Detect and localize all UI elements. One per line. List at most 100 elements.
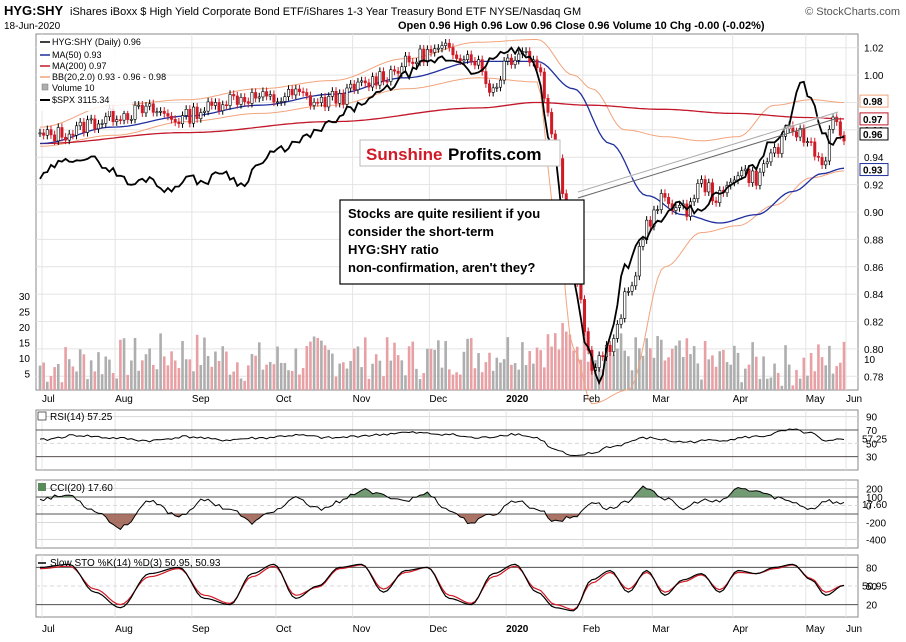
price-candle-body: [820, 157, 824, 166]
volume-bar: [203, 337, 206, 390]
price-candle-body: [38, 132, 42, 135]
rsi-label: RSI(14) 57.25: [37, 411, 113, 423]
volume-bar: [667, 357, 670, 390]
price-candle-body: [692, 198, 696, 203]
volume-bar: [82, 354, 86, 390]
price-candle-body: [539, 67, 543, 73]
volume-bar: [393, 342, 396, 390]
price-candle-body: [480, 59, 484, 72]
x-tick-label: Feb: [583, 394, 601, 405]
volume-bar: [707, 359, 711, 390]
volume-bar: [638, 348, 641, 390]
volume-bar: [798, 378, 802, 390]
volume-bar: [564, 331, 568, 390]
spx-series: [39, 46, 845, 386]
volume-bar: [649, 348, 652, 390]
volume-bar: [809, 353, 813, 390]
price-candle-body: [78, 121, 82, 127]
volume-bar: [93, 371, 97, 390]
volume-bar: [272, 364, 276, 390]
volume-bar: [510, 364, 513, 390]
volume-bar: [627, 356, 630, 390]
x-tick-label: 2020: [506, 394, 529, 405]
price-candle-body: [93, 118, 97, 130]
price-candle-body: [550, 112, 554, 135]
x-tick-label: Sep: [192, 394, 210, 405]
price-candle-body: [319, 96, 323, 103]
volume-bar: [813, 371, 817, 390]
indicator-tick-label: 90: [866, 413, 878, 424]
volume-bar: [477, 353, 480, 390]
price-candle-body: [765, 161, 769, 165]
volume-bar: [151, 364, 155, 390]
volume-bar: [528, 351, 532, 390]
price-candle-body: [323, 96, 327, 108]
volume-bar: [71, 366, 75, 390]
price-candle-body: [509, 57, 513, 65]
price-candle-body: [663, 193, 667, 198]
price-candle-body: [181, 115, 185, 125]
price-candle-body: [754, 170, 758, 186]
volume-bar: [696, 363, 700, 390]
price-candle-body: [243, 97, 247, 102]
volume-bar: [342, 362, 345, 390]
price-candle-body: [444, 42, 448, 46]
volume-bar: [692, 346, 696, 390]
price-candle-body: [798, 128, 802, 138]
volume-bar: [268, 361, 272, 390]
price-candle-body: [780, 135, 784, 154]
volume-bar: [327, 349, 331, 390]
price-candle-body: [630, 285, 634, 292]
price-candle-body: [177, 121, 181, 125]
volume-bar: [214, 351, 217, 390]
price-candle-body: [232, 94, 236, 97]
x-tick-label: Dec: [429, 394, 447, 405]
x-tick-label-bottom: Jun: [846, 624, 862, 635]
volume-bar: [334, 376, 338, 390]
price-tick-label: 0.94: [864, 153, 884, 164]
price-candle-body: [151, 103, 155, 113]
volume-bar: [400, 360, 404, 390]
volume-bar: [356, 346, 360, 390]
volume-bar: [290, 370, 294, 390]
volume-bar: [791, 385, 795, 390]
volume-bar: [323, 345, 327, 390]
price-candle-body: [491, 87, 495, 93]
price-candle-body: [542, 71, 546, 99]
volume-bar: [572, 350, 575, 390]
price-candle-body: [586, 331, 590, 351]
price-candle-body: [396, 70, 400, 74]
volume-bar: [159, 333, 162, 390]
price-candle-body: [184, 109, 188, 116]
volume-bar: [762, 356, 765, 390]
volume-bar: [729, 364, 733, 390]
volume-bar: [221, 346, 225, 390]
price-value-label: 0.97: [863, 115, 883, 126]
volume-bar: [612, 355, 616, 390]
volume-bar: [656, 335, 659, 390]
price-candle-body: [429, 49, 433, 53]
price-candle-body: [345, 87, 349, 105]
volume-bar: [663, 360, 667, 390]
volume-bar: [513, 363, 517, 390]
volume-bar: [276, 346, 279, 390]
volume-bar: [579, 359, 583, 390]
volume-bar: [130, 360, 133, 390]
volume-bar: [396, 355, 400, 390]
volume-bar: [46, 381, 49, 390]
volume-bar: [740, 382, 743, 390]
volume-bar: [568, 334, 572, 390]
price-candle-body: [813, 141, 817, 157]
bb-lower-line: [39, 77, 845, 405]
price-tick-label: 1.02: [864, 44, 884, 55]
indicator-tick-label: 50: [866, 582, 878, 593]
price-candle-body: [159, 110, 163, 113]
price-tick-label: 0.80: [864, 345, 884, 356]
price-candle-body: [210, 101, 214, 106]
svg-text:HYG:SHY (Daily) 0.96: HYG:SHY (Daily) 0.96: [52, 37, 141, 47]
price-candle-body: [838, 121, 842, 136]
volume-bar: [115, 378, 119, 390]
volume-tick-label: 5: [24, 370, 30, 381]
volume-bar: [108, 359, 111, 390]
